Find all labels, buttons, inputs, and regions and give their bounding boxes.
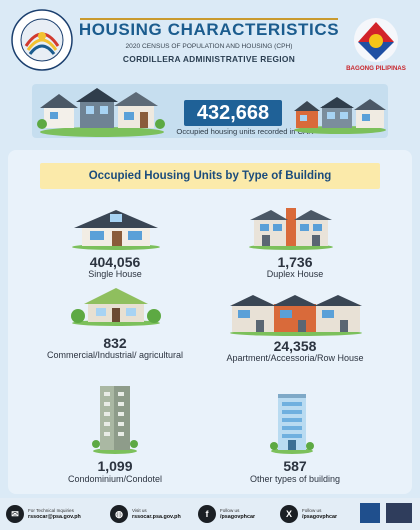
x-icon: X [280,505,298,523]
section-banner: Occupied Housing Units by Type of Buildi… [40,163,380,189]
condominium-label: Condominium/Condotel [67,474,163,484]
footer-email[interactable]: ✉ For Technical Inquiries rssocar@psa.gov… [6,504,81,524]
row-house-icon [230,295,362,336]
section-title: Occupied Housing Units by Type of Buildi… [88,170,332,182]
commercial-label: Commercial/Industrial/ agricultural [46,350,184,360]
website-url: rssocar.psa.gov.ph [132,514,181,520]
footer: ✉ For Technical Inquiries rssocar@psa.gov… [0,498,420,530]
bagong-pilipinas-logo-icon: BAGONG PILIPINAS [346,18,406,72]
footer-website[interactable]: ◍ Visit us rssocar.psa.gov.ph [110,504,181,524]
other-building-icon [270,394,314,454]
single-house-icon [72,210,160,250]
duplex-house-icon [249,208,333,250]
condominium-value: 1,099 [97,458,133,474]
commercial-building-icon [71,288,161,326]
houses-illustration-left [37,88,165,137]
qr-code-icon [360,503,380,523]
facebook-handle: /psagovphcar [220,514,256,520]
website-caption: Visit us [132,508,147,513]
facebook-icon: f [198,505,216,523]
email-address: rssocar@psa.gov.ph [28,514,81,520]
psa-seal-icon [11,9,73,71]
svg-text:BAGONG PILIPINAS: BAGONG PILIPINAS [346,65,406,72]
region-name: CORDILLERA ADMINISTRATIVE REGION [122,54,296,64]
page-subtitle: 2020 CENSUS OF POPULATION AND HOUSING (C… [125,43,293,50]
globe-icon: ◍ [110,505,128,523]
footer-x[interactable]: X Follow us/psagovphcar [280,504,337,524]
page-title: HOUSING CHARACTERISTICS [78,20,340,39]
x-caption: Follow us [302,508,322,513]
facebook-caption: Follow us [220,508,240,513]
row-house-label: Apartment/Accessoria/Row House [226,353,364,363]
duplex-house-value: 1,736 [277,254,313,270]
total-units-caption: Occupied housing units recorded in CAR [176,127,314,136]
total-units-badge: 432,668 [184,100,282,126]
single-house-label: Single House [88,269,142,279]
houses-illustration-right [294,97,386,134]
row-house-value: 24,358 [273,338,317,354]
title-rule [80,18,338,20]
total-units-value: 432,668 [196,101,270,124]
commercial-value: 832 [103,335,127,351]
single-house-value: 404,056 [89,254,141,270]
duplex-house-label: Duplex House [266,269,324,279]
partner-logo-icon [386,503,412,523]
other-building-value: 587 [283,458,307,474]
x-handle: /psagovphcar [302,514,338,520]
condominium-icon [92,386,138,454]
email-icon: ✉ [6,505,24,523]
other-building-label: Other types of building [249,474,341,484]
email-caption: For Technical Inquiries [28,508,74,513]
header: HOUSING CHARACTERISTICS 2020 CENSUS OF P… [0,0,420,80]
footer-facebook[interactable]: f Follow us/psagovphcar [198,504,255,524]
